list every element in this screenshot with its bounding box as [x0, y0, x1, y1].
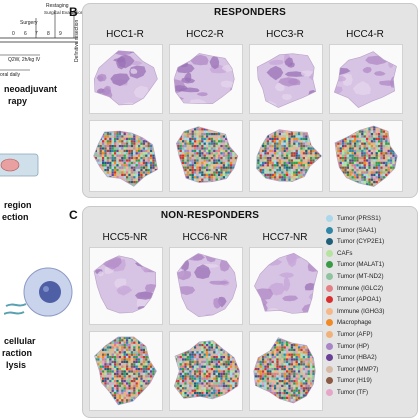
sample-label-hcc4: HCC4-R [346, 29, 384, 40]
legend-swatch [326, 331, 333, 338]
legend-label: Immune (IGHG3) [337, 307, 385, 315]
legend-item: Tumor (MT-ND2) [326, 271, 384, 282]
legend-swatch [326, 354, 333, 362]
legend-label: Tumor (TF) [337, 389, 369, 396]
legend-label: Tumor (CYP2E1) [337, 238, 385, 246]
spatial-map-hcc4 [329, 120, 403, 192]
legend-label: Tumor (APOA1) [337, 296, 382, 304]
legend-item: Tumor (SAA1) [326, 225, 376, 236]
legend-label: Tumor (AFP) [337, 331, 373, 338]
legend-item: Tumor (CYP2E1) [326, 236, 384, 247]
legend-label: Tumor (HP) [337, 342, 370, 350]
he-image-hcc2 [169, 44, 243, 114]
legend-item: Tumor (PRSS1) [326, 213, 381, 224]
he-image-hcc5 [89, 247, 163, 325]
legend-swatch [326, 238, 333, 246]
panel-b-letter: B [69, 5, 78, 19]
panel-a-cropped: Restaging Surgical Evaluation Surgery De… [0, 0, 84, 420]
legend-label: Tumor (PRSS1) [337, 215, 381, 222]
legend-swatch [326, 389, 333, 396]
tick-7: 7 [35, 31, 38, 37]
caption-cellular: cellular [4, 336, 36, 346]
tick-9: 9 [59, 31, 62, 37]
legend-swatch [326, 226, 333, 234]
slide-icon [0, 153, 39, 177]
legend-label: Immune (IGLC2) [337, 284, 384, 292]
tick-0: 0 [12, 31, 15, 37]
legend-item: Tumor (HP) [326, 341, 369, 352]
he-image-hcc6 [169, 247, 243, 325]
spatial-map-hcc7 [249, 331, 323, 411]
caption-neoadjuvant: neoadjuvant [4, 84, 58, 94]
legend-swatch [326, 249, 333, 257]
legend-label: Tumor (H19) [337, 377, 372, 385]
caption-extraction: raction [2, 348, 33, 358]
timeline-graphic [0, 10, 78, 71]
legend-item: Tumor (HBA2) [326, 352, 377, 363]
legend-item: Tumor (TF) [326, 387, 368, 398]
legend-swatch [326, 215, 333, 222]
legend-item: Tumor (AFP) [326, 329, 373, 340]
sample-label-hcc1: HCC1-R [106, 29, 144, 40]
legend-item: Immune (IGLC2) [326, 283, 383, 294]
spatial-map-hcc2 [169, 120, 243, 192]
legend-label: Tumor (MT-ND2) [337, 273, 384, 280]
caption-analysis: lysis [6, 360, 27, 370]
responders-panel: B RESPONDERS HCC1-R HCC2-R HCC3-R HCC4-R [69, 3, 418, 198]
he-image-hcc3 [249, 44, 323, 114]
spatial-map-hcc3 [249, 120, 323, 192]
legend-swatch [326, 342, 333, 350]
legend-swatch [326, 284, 333, 292]
tick-8: 8 [47, 31, 50, 37]
surgery-label: Surgery [20, 20, 38, 26]
sample-label-hcc7: HCC7-NR [262, 232, 308, 243]
legend-swatch [326, 365, 333, 373]
cell-icon [4, 267, 73, 317]
legend-item: Immune (IGHG3) [326, 306, 384, 317]
oral-label: oral daily [0, 72, 21, 78]
caption-therapy: rapy [8, 96, 28, 106]
legend-label: Tumor (HBA2) [337, 354, 377, 362]
caption-selection: ection [2, 212, 29, 222]
non-responders-panel: C NON-RESPONDERS HCC5-NR HCC6-NR HCC7-NR [69, 206, 418, 418]
legend-label: Macrophage [337, 319, 372, 327]
sample-label-hcc5: HCC5-NR [102, 232, 148, 243]
spatial-map-hcc5 [89, 331, 163, 411]
panel-c-letter: C [69, 208, 78, 222]
non-responders-title: NON-RESPONDERS [160, 210, 260, 221]
caption-region: region [4, 200, 32, 210]
dose-label: Q2W, 2h/kg IV [8, 57, 41, 63]
legend-swatch [326, 273, 333, 280]
legend-swatch [326, 377, 333, 385]
legend-swatch [326, 261, 333, 269]
sample-label-hcc3: HCC3-R [266, 29, 304, 40]
definitive-resection-label: Definitive resection [74, 19, 80, 62]
treatment-timeline: Restaging Surgical Evaluation Surgery De… [0, 0, 84, 80]
legend-label: Tumor (MMP7) [337, 365, 379, 373]
legend-item: CAFs [326, 248, 352, 259]
he-image-hcc4 [329, 44, 403, 114]
spatial-map-hcc6 [169, 331, 243, 411]
he-image-hcc7 [249, 247, 323, 325]
he-image-hcc1 [89, 44, 163, 114]
legend-item: Macrophage [326, 317, 371, 328]
legend-swatch [326, 319, 333, 327]
spatial-map-hcc1 [89, 120, 163, 192]
legend-label: Tumor (SAA1) [337, 226, 377, 234]
evaluation-label: Surgical Evaluation [44, 10, 84, 15]
legend-swatch [326, 307, 333, 315]
legend-item: Tumor (APOA1) [326, 294, 381, 305]
legend-item: Tumor (MMP7) [326, 364, 378, 375]
legend-item: Tumor (MALAT1) [326, 259, 384, 270]
legend-label: CAFs [337, 249, 353, 257]
legend-swatch [326, 296, 333, 304]
legend-item: Tumor (H19) [326, 375, 372, 386]
legend-label: Tumor (MALAT1) [337, 261, 385, 269]
responders-title: RESPONDERS [213, 7, 286, 18]
sample-label-hcc2: HCC2-R [186, 29, 224, 40]
sample-label-hcc6: HCC6-NR [182, 232, 228, 243]
restaging-label: Restaging [46, 3, 69, 9]
tick-6: 6 [24, 31, 27, 37]
